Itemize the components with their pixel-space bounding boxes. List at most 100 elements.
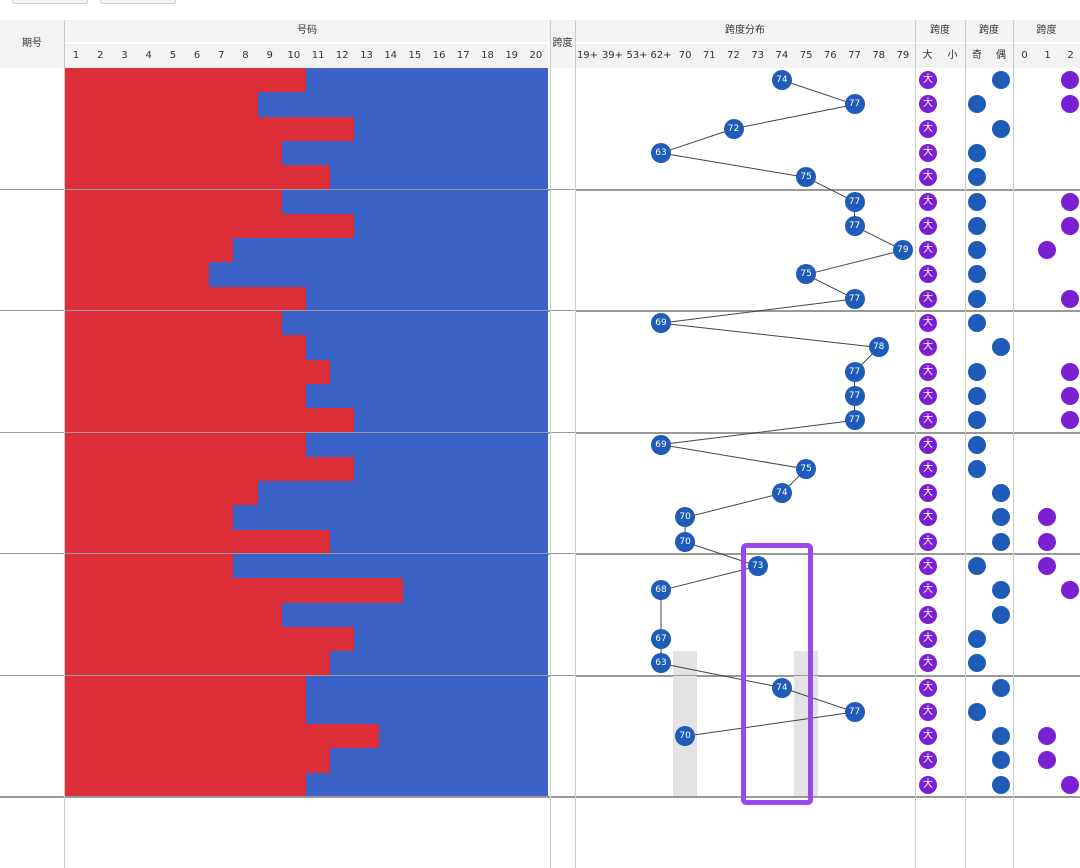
number-cell [112,165,137,190]
number-cell [64,432,89,457]
stat-53 [625,700,649,724]
number-cell [160,772,185,797]
row-period [0,116,64,141]
stat-19 [575,481,600,505]
number-cell [257,724,282,749]
footer-stat [915,799,940,823]
number-cell [185,651,210,676]
dist-cell [721,68,745,92]
toolbar-button-1[interactable] [12,0,88,4]
dist-cell [842,117,866,141]
number-cell [330,699,355,725]
span-value [550,262,575,287]
number-cell [475,92,500,117]
dist-cell [842,530,866,554]
dist-cell [697,214,721,238]
number-cell [64,213,89,239]
stat-53 [625,190,649,214]
number-cell [330,383,355,409]
number-cell [281,724,306,749]
number-cell [185,140,210,166]
number-cell [257,335,282,360]
dist-cell [721,190,745,214]
header-stat-col: 19+ [575,44,600,68]
footer-stat [575,847,600,868]
span-ball: 73 [747,556,768,576]
footer-num [451,799,476,823]
dist-cell [818,165,842,189]
span-ball: 74 [771,483,792,504]
number-cell [185,116,210,141]
column-divider [575,20,576,868]
number-cell [378,554,403,579]
number-cell [378,68,403,93]
toolbar-button-2[interactable] [100,0,176,4]
number-cell [427,68,452,93]
dist-cell [794,675,819,700]
number-cell [281,335,306,360]
number-cell [427,92,452,117]
dist-cell [746,676,770,700]
size-ball: 大 [919,95,937,114]
last-ball [1061,362,1079,381]
number-cell [354,602,379,627]
number-cell [88,432,113,457]
dist-cell [818,724,842,748]
dist-cell [867,554,891,578]
dist-cell [673,262,697,286]
dist-cell [649,554,673,578]
dist-cell [891,603,915,627]
number-cell [64,286,89,311]
number-cell [160,359,185,384]
number-cell [427,626,452,652]
number-cell [378,140,403,166]
dist-cell [794,384,818,408]
footer-stat [1059,847,1080,868]
dist-cell [794,141,818,165]
dist-cell [891,408,915,432]
footer-num [499,799,524,823]
parity-miss [965,117,989,141]
number-cell [499,626,524,652]
number-cell [209,554,234,579]
footer-num [160,823,185,847]
stat-53 [625,603,649,627]
footer-stat [1036,847,1059,868]
number-cell [257,311,282,336]
number-cell [427,578,452,603]
footer-stat [866,823,891,847]
header-stat-col: 39+ [600,44,625,68]
dist-cell [673,141,697,165]
number-cell [88,286,113,311]
number-cell [475,311,500,336]
dist-cell [697,190,721,214]
number-cell [233,189,258,214]
number-cell [523,311,548,336]
number-cell [427,311,452,336]
number-cell [523,408,548,433]
size-small-miss [940,335,965,359]
number-cell [475,602,500,627]
number-cell [136,626,161,652]
number-cell [160,602,185,627]
dist-cell [649,360,673,384]
number-cell [427,335,452,360]
dist-cell [818,311,842,335]
span-value [550,383,575,409]
number-cell [354,213,379,239]
number-cell [378,626,403,652]
dist-cell [794,433,818,457]
dist-cell [721,360,745,384]
last-miss [1036,384,1059,408]
header-dist-col: 74 [769,44,794,68]
dist-cell [746,287,770,311]
row-period [0,140,64,166]
number-cell [185,286,210,311]
column-divider [64,20,65,868]
number-cell [499,383,524,409]
parity-ball [992,484,1010,503]
number-cell [233,92,258,117]
number-cell [475,724,500,749]
stat-53 [625,457,649,481]
last-miss [1013,554,1036,578]
